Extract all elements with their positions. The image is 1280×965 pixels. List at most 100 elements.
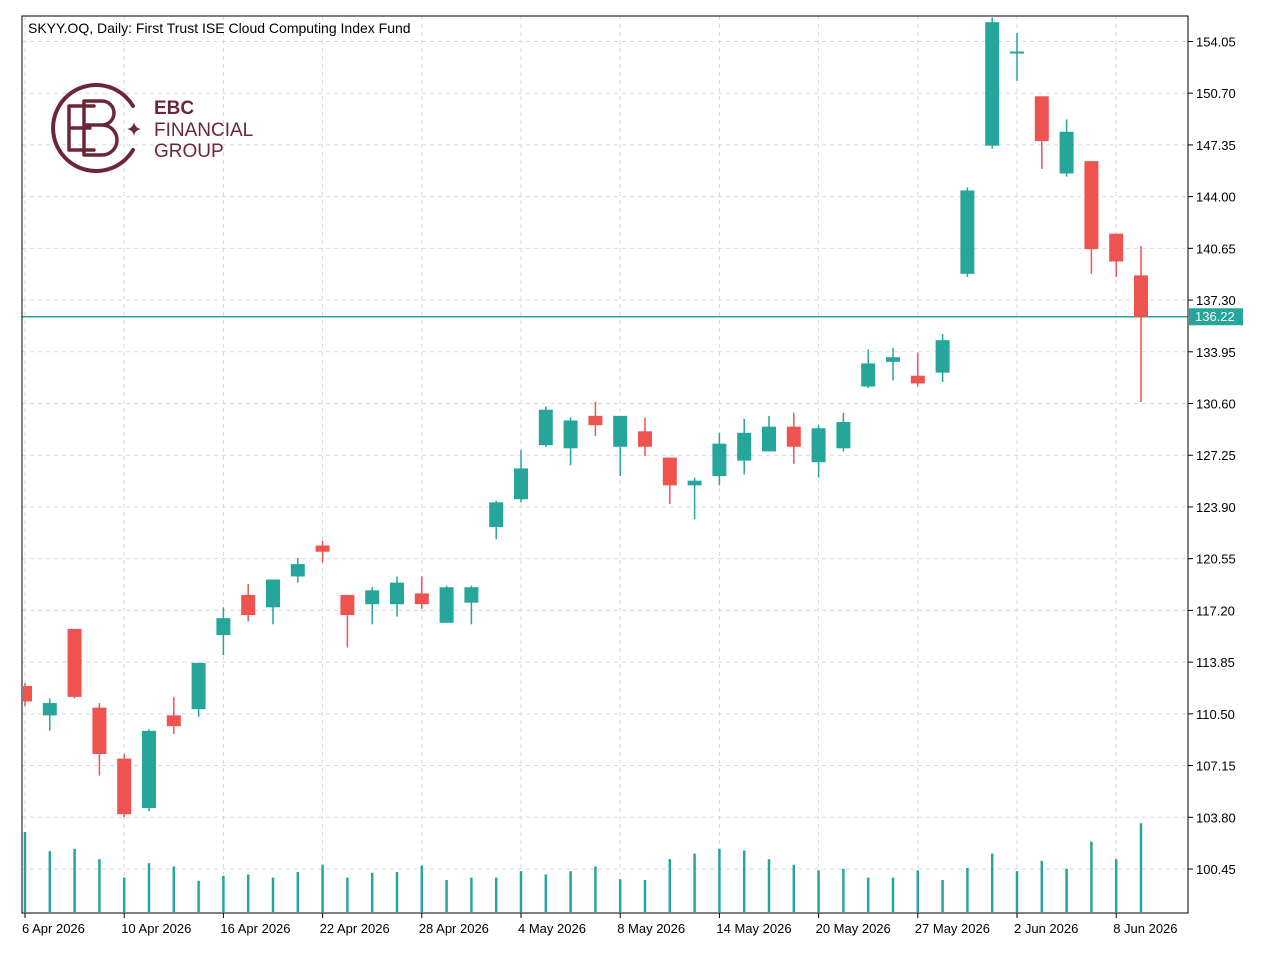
candle-bullish	[836, 412, 851, 452]
y-tick-label: 137.30	[1196, 293, 1236, 308]
candle-body	[23, 686, 32, 702]
candle-bullish	[365, 587, 380, 625]
candle-body	[762, 426, 776, 452]
candles	[23, 17, 1148, 818]
x-tick-label: 8 Jun 2026	[1113, 921, 1177, 936]
chart-title: SKYY.OQ, Daily: First Trust ISE Cloud Co…	[28, 20, 411, 36]
y-tick-label: 140.65	[1196, 241, 1236, 256]
x-tick-label: 27 May 2026	[915, 921, 990, 936]
candle-body	[489, 502, 504, 528]
candle-body	[266, 579, 280, 608]
candle-bullish	[886, 347, 900, 381]
ebc-monogram-icon	[51, 83, 135, 173]
candle-bearish	[315, 540, 330, 563]
candle-bullish	[985, 17, 1000, 149]
time-axis: 6 Apr 2026 10 Apr 2026 16 Apr 2026 22 Apr 2…	[22, 913, 1178, 936]
candle-bullish	[613, 415, 628, 477]
candle-body	[662, 457, 677, 486]
candle-body	[563, 420, 578, 449]
candle-bearish	[92, 703, 107, 776]
candle-bearish	[166, 696, 181, 734]
y-tick-label: 113.85	[1196, 655, 1235, 670]
candle-body	[191, 662, 206, 710]
candle-body	[1084, 161, 1099, 250]
candle-bullish	[390, 576, 404, 617]
candle-body	[910, 375, 925, 384]
ebc-logo: EBC FINANCIAL GROUP	[51, 83, 253, 173]
candle-body	[1059, 131, 1074, 174]
candle-bullish	[935, 334, 950, 382]
candle-body	[340, 594, 355, 616]
x-tick-label: 10 Apr 2026	[121, 921, 191, 936]
candle-body	[1109, 233, 1124, 262]
candle-bearish	[1134, 246, 1148, 402]
candle-body	[514, 468, 528, 500]
x-tick-label: 2 Jun 2026	[1014, 921, 1078, 936]
candle-bullish	[42, 698, 57, 731]
logo-text-financial: FINANCIAL	[154, 120, 253, 141]
x-tick-label: 8 May 2026	[617, 921, 685, 936]
candle-bullish	[439, 585, 454, 623]
sparkle-icon	[127, 122, 141, 136]
candle-body	[67, 628, 82, 697]
candle-body	[315, 545, 330, 552]
logo-text-group: GROUP	[154, 141, 224, 162]
candle-body	[390, 582, 404, 605]
y-tick-label: 127.25	[1196, 448, 1236, 463]
candle-body	[935, 340, 950, 373]
y-tick-label: 120.55	[1196, 552, 1236, 567]
candle-body	[42, 703, 57, 716]
candle-bullish	[563, 417, 578, 466]
candle-body	[241, 594, 256, 616]
candle-body	[886, 357, 900, 362]
candle-bearish	[638, 417, 652, 457]
y-tick-label: 154.05	[1196, 34, 1236, 49]
candle-bearish	[1084, 161, 1099, 274]
x-tick-label: 20 May 2026	[816, 921, 891, 936]
candle-body	[538, 409, 553, 446]
y-tick-label: 107.15	[1196, 759, 1236, 774]
current-price-tag	[1189, 308, 1243, 326]
current-price-label: 136.22	[1195, 309, 1235, 324]
candle-body	[712, 443, 727, 477]
candle-bullish	[960, 187, 975, 277]
candle-bullish	[290, 557, 305, 583]
candle-bullish	[489, 500, 504, 540]
candle-body	[1134, 275, 1148, 318]
y-tick-label: 123.90	[1196, 500, 1236, 515]
y-tick-label: 117.20	[1196, 603, 1235, 618]
x-tick-label: 28 Apr 2026	[419, 921, 489, 936]
candle-body	[464, 587, 479, 603]
candle-bearish	[588, 401, 603, 436]
candle-body	[588, 415, 603, 426]
candle-body	[613, 415, 628, 447]
y-tick-label: 133.95	[1196, 345, 1236, 360]
candle-body	[1010, 51, 1024, 54]
candle-bearish	[910, 352, 925, 387]
y-tick-label: 130.60	[1196, 397, 1236, 412]
y-tick-label: 147.35	[1196, 138, 1236, 153]
candle-bullish	[712, 432, 727, 486]
candle-bullish	[687, 477, 702, 520]
candle-body	[861, 363, 876, 387]
x-tick-label: 22 Apr 2026	[320, 921, 390, 936]
candle-body	[786, 426, 801, 447]
candle-bearish	[662, 457, 677, 504]
x-tick-label: 6 Apr 2026	[22, 921, 85, 936]
candle-bearish	[414, 576, 429, 609]
candle-bearish	[67, 628, 82, 699]
x-tick-label: 14 May 2026	[716, 921, 791, 936]
candle-bullish	[811, 425, 826, 478]
candle-bullish	[216, 607, 231, 656]
candle-body	[216, 618, 231, 636]
candle-body	[1034, 96, 1049, 142]
y-tick-label: 144.00	[1196, 190, 1236, 205]
candle-bullish	[1010, 32, 1024, 81]
candle-body	[439, 587, 454, 623]
price-axis: 154.05 150.70 147.35 144.00 140.65 137.30 133.…	[1188, 34, 1236, 877]
candle-bullish	[737, 418, 752, 475]
volume-bars	[23, 823, 1143, 912]
y-tick-label: 103.80	[1196, 810, 1236, 825]
